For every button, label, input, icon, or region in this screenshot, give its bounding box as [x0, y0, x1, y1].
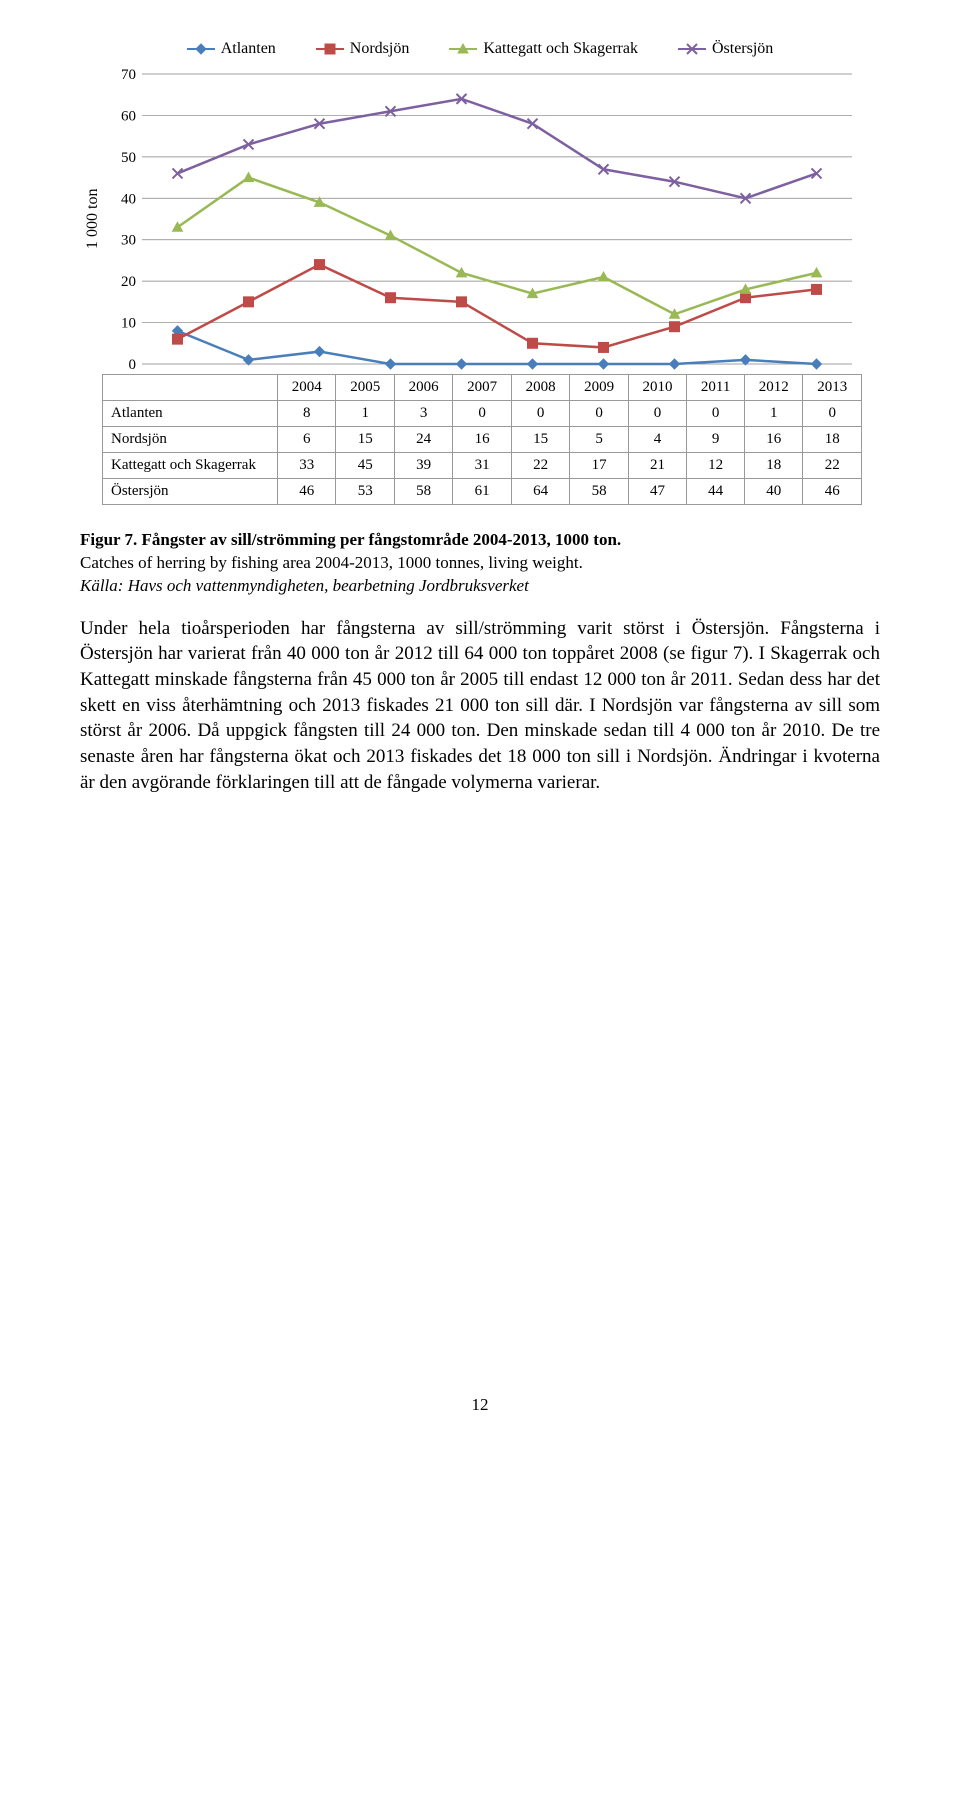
svg-text:30: 30: [121, 233, 136, 249]
svg-text:60: 60: [121, 108, 136, 124]
table-cell: 47: [628, 479, 686, 505]
table-cell: 1: [336, 401, 394, 427]
table-cell: 9: [687, 427, 745, 453]
table-cell: 1: [745, 401, 803, 427]
svg-text:20: 20: [121, 274, 136, 290]
table-cell: 61: [453, 479, 511, 505]
table-header: 2005: [336, 375, 394, 401]
table-cell: 17: [570, 453, 628, 479]
caption-title: Figur 7. Fångster av sill/strömming per …: [80, 530, 621, 549]
legend-label: Nordsjön: [350, 40, 410, 58]
table-row-label: Atlanten: [103, 401, 278, 427]
table-cell: 5: [570, 427, 628, 453]
table-cell: 40: [745, 479, 803, 505]
table-header: 2012: [745, 375, 803, 401]
table-header: 2008: [511, 375, 569, 401]
table-cell: 0: [687, 401, 745, 427]
svg-text:50: 50: [121, 150, 136, 166]
figure-7: Atlanten Nordsjön Kattegatt och Skagerra…: [80, 40, 880, 505]
svg-text:0: 0: [129, 357, 137, 373]
legend-label: Kattegatt och Skagerrak: [483, 40, 638, 58]
page-number: 12: [80, 1395, 880, 1415]
table-cell: 64: [511, 479, 569, 505]
svg-text:40: 40: [121, 191, 136, 207]
table-cell: 58: [394, 479, 452, 505]
table-cell: 58: [570, 479, 628, 505]
table-cell: 12: [687, 453, 745, 479]
table-cell: 22: [511, 453, 569, 479]
table-header: 2011: [687, 375, 745, 401]
table-cell: 18: [803, 427, 862, 453]
table-cell: 3: [394, 401, 452, 427]
table-cell: 15: [511, 427, 569, 453]
legend-item: Atlanten: [187, 40, 276, 58]
table-cell: 0: [453, 401, 511, 427]
data-table: 2004200520062007200820092010201120122013…: [102, 374, 862, 505]
table-cell: 53: [336, 479, 394, 505]
table-cell: 39: [394, 453, 452, 479]
table-header: 2006: [394, 375, 452, 401]
figure-caption: Figur 7. Fångster av sill/strömming per …: [80, 529, 880, 598]
svg-text:70: 70: [121, 67, 136, 83]
table-cell: 0: [570, 401, 628, 427]
chart-legend: Atlanten Nordsjön Kattegatt och Skagerra…: [80, 40, 880, 58]
table-cell: 0: [628, 401, 686, 427]
table-cell: 22: [803, 453, 862, 479]
table-cell: 44: [687, 479, 745, 505]
table-header: 2010: [628, 375, 686, 401]
table-cell: 6: [278, 427, 336, 453]
legend-label: Östersjön: [712, 40, 773, 58]
table-header: 2013: [803, 375, 862, 401]
table-cell: 46: [803, 479, 862, 505]
y-axis-label: 1 000 ton: [80, 64, 102, 374]
table-header: 2009: [570, 375, 628, 401]
table-cell: 4: [628, 427, 686, 453]
body-paragraph: Under hela tioårsperioden har fångsterna…: [80, 616, 880, 795]
svg-text:10: 10: [121, 316, 136, 332]
table-cell: 16: [745, 427, 803, 453]
legend-item: Kattegatt och Skagerrak: [449, 40, 638, 58]
table-corner: [103, 375, 278, 401]
table-cell: 31: [453, 453, 511, 479]
table-cell: 21: [628, 453, 686, 479]
line-chart: 0 10 20 30 40 50 60 70: [102, 64, 862, 374]
table-row-label: Östersjön: [103, 479, 278, 505]
caption-subtitle: Catches of herring by fishing area 2004-…: [80, 553, 583, 572]
table-cell: 18: [745, 453, 803, 479]
legend-label: Atlanten: [221, 40, 276, 58]
table-cell: 0: [511, 401, 569, 427]
table-cell: 8: [278, 401, 336, 427]
legend-item: Östersjön: [678, 40, 773, 58]
table-cell: 15: [336, 427, 394, 453]
table-row-label: Nordsjön: [103, 427, 278, 453]
table-row-label: Kattegatt och Skagerrak: [103, 453, 278, 479]
table-cell: 33: [278, 453, 336, 479]
caption-source: Källa: Havs och vattenmyndigheten, bearb…: [80, 576, 529, 595]
legend-item: Nordsjön: [316, 40, 410, 58]
table-cell: 24: [394, 427, 452, 453]
table-cell: 45: [336, 453, 394, 479]
table-cell: 0: [803, 401, 862, 427]
table-header: 2004: [278, 375, 336, 401]
table-cell: 16: [453, 427, 511, 453]
table-header: 2007: [453, 375, 511, 401]
table-cell: 46: [278, 479, 336, 505]
